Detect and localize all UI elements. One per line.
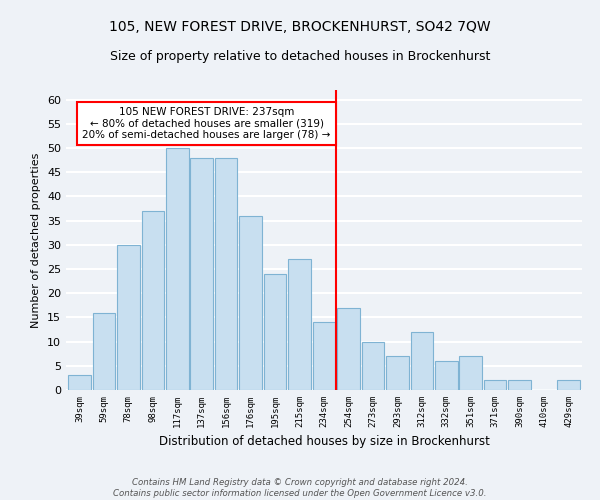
Bar: [190, 158, 213, 390]
Bar: [362, 342, 384, 390]
Bar: [117, 245, 140, 390]
Bar: [166, 148, 188, 390]
Bar: [337, 308, 360, 390]
Bar: [386, 356, 409, 390]
Text: 105 NEW FOREST DRIVE: 237sqm
← 80% of detached houses are smaller (319)
20% of s: 105 NEW FOREST DRIVE: 237sqm ← 80% of de…: [82, 107, 331, 140]
Text: Size of property relative to detached houses in Brockenhurst: Size of property relative to detached ho…: [110, 50, 490, 63]
Bar: [435, 361, 458, 390]
Bar: [239, 216, 262, 390]
Bar: [288, 260, 311, 390]
X-axis label: Distribution of detached houses by size in Brockenhurst: Distribution of detached houses by size …: [158, 436, 490, 448]
Bar: [410, 332, 433, 390]
Bar: [508, 380, 531, 390]
Bar: [484, 380, 506, 390]
Bar: [460, 356, 482, 390]
Bar: [142, 211, 164, 390]
Bar: [92, 312, 115, 390]
Bar: [215, 158, 238, 390]
Text: Contains HM Land Registry data © Crown copyright and database right 2024.
Contai: Contains HM Land Registry data © Crown c…: [113, 478, 487, 498]
Text: 105, NEW FOREST DRIVE, BROCKENHURST, SO42 7QW: 105, NEW FOREST DRIVE, BROCKENHURST, SO4…: [109, 20, 491, 34]
Bar: [557, 380, 580, 390]
Bar: [68, 376, 91, 390]
Y-axis label: Number of detached properties: Number of detached properties: [31, 152, 41, 328]
Bar: [313, 322, 335, 390]
Bar: [264, 274, 286, 390]
